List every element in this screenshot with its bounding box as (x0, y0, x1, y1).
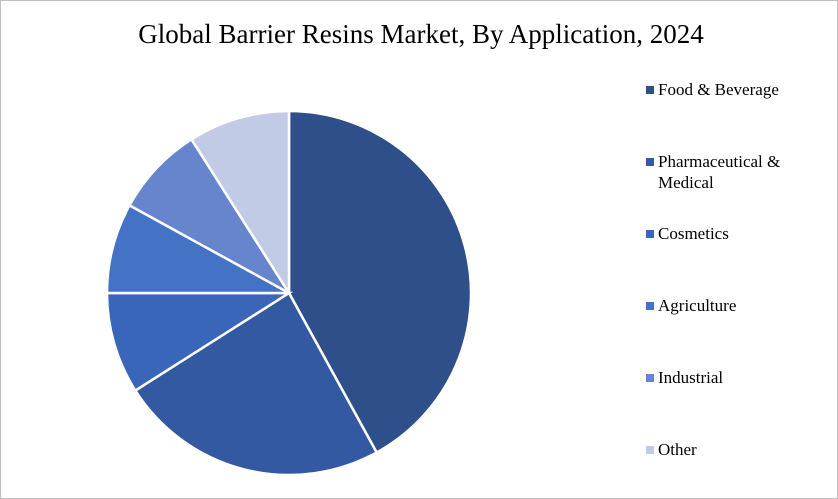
legend-label: Cosmetics (658, 224, 729, 243)
legend-swatch (646, 302, 654, 310)
legend-swatch (646, 158, 654, 166)
legend-label: Agriculture (658, 296, 737, 315)
legend-swatch (646, 374, 654, 382)
pie-slice (127, 137, 291, 295)
legend-label: Other (658, 440, 697, 459)
pie-slice (105, 203, 290, 295)
legend-item: Agriculture (643, 295, 837, 316)
legend-item: Pharmaceutical & Medical (643, 151, 837, 193)
legend-item: Food & Beverage (643, 79, 837, 100)
pie-area (105, 109, 473, 477)
legend-label: Industrial (658, 368, 724, 387)
pie-slice (133, 291, 379, 477)
legend-swatch (646, 86, 654, 94)
legend-item: Industrial (643, 367, 837, 388)
legend-item: Cosmetics (643, 223, 837, 244)
legend-label: Food & Beverage (658, 80, 779, 99)
legend-swatch (646, 230, 654, 238)
legend-swatch (646, 446, 654, 454)
pie-slice (105, 291, 294, 393)
pie-slice (287, 109, 473, 455)
legend-label: Pharmaceutical & Medical (658, 152, 781, 192)
chart-title: Global Barrier Resins Market, By Applica… (138, 19, 704, 49)
legend-item: Other (643, 439, 837, 460)
pie-slice (189, 109, 291, 298)
